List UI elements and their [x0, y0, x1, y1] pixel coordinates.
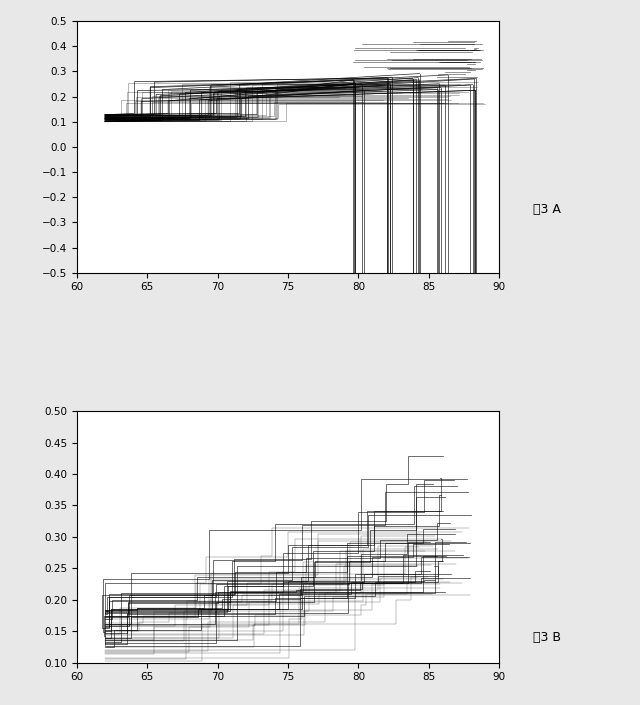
Text: 図3 B: 図3 B	[533, 631, 561, 644]
Text: 図3 A: 図3 A	[533, 203, 561, 216]
